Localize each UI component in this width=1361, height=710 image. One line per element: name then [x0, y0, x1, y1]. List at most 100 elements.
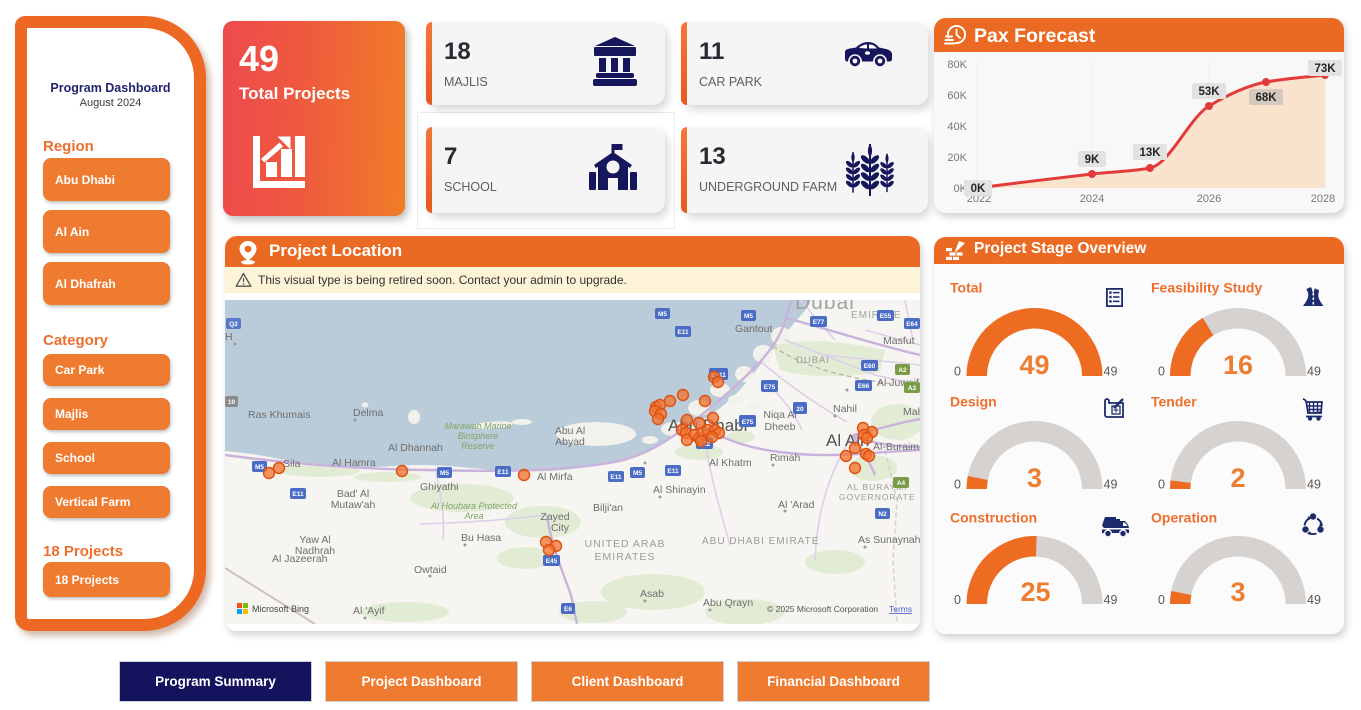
svg-text:M5: M5 [255, 464, 264, 471]
svg-text:GOVERNORATE: GOVERNORATE [839, 492, 916, 502]
svg-text:80K: 80K [947, 59, 967, 71]
svg-text:Gantout: Gantout [735, 323, 772, 335]
svg-text:Al Houbara Protected: Al Houbara Protected [430, 501, 518, 511]
svg-text:Yaw Al: Yaw Al [299, 534, 330, 546]
svg-text:A3: A3 [908, 385, 917, 392]
svg-text:0K: 0K [971, 183, 986, 195]
svg-text:Zayed: Zayed [540, 511, 569, 523]
svg-text:13K: 13K [1139, 147, 1161, 159]
svg-text:Ghiyathi: Ghiyathi [420, 481, 459, 493]
svg-text:E45: E45 [546, 558, 558, 565]
svg-text:73K: 73K [1314, 63, 1336, 75]
svg-text:49: 49 [1307, 478, 1321, 492]
svg-text:Al 'Arad: Al 'Arad [778, 499, 815, 511]
svg-text:49: 49 [1104, 593, 1118, 607]
svg-text:M5: M5 [633, 470, 642, 477]
svg-text:City: City [551, 522, 570, 534]
svg-text:Reserve: Reserve [461, 441, 495, 451]
svg-text:E64: E64 [906, 321, 918, 328]
svg-text:UNITED ARAB: UNITED ARAB [584, 538, 665, 550]
svg-text:EMIRATES: EMIRATES [595, 551, 656, 563]
svg-text:Niqa Al: Niqa Al [763, 409, 796, 421]
svg-text:As Sunaynah: As Sunaynah [858, 534, 920, 546]
svg-text:E11: E11 [610, 474, 622, 481]
svg-text:E6: E6 [564, 606, 572, 613]
svg-text:E75: E75 [742, 419, 754, 426]
svg-text:E75: E75 [764, 384, 776, 391]
svg-text:A2: A2 [898, 367, 907, 374]
svg-text:3: 3 [1027, 463, 1042, 493]
svg-text:20K: 20K [947, 152, 967, 164]
svg-text:2028: 2028 [1311, 193, 1335, 205]
svg-text:Feasibility Study: Feasibility Study [1151, 280, 1262, 296]
svg-text:Al Jazeerah: Al Jazeerah [272, 553, 328, 565]
svg-text:Delma: Delma [353, 407, 384, 419]
svg-text:Ras Khumais: Ras Khumais [248, 409, 310, 421]
svg-text:49: 49 [1307, 593, 1321, 607]
svg-text:Rimah: Rimah [770, 452, 801, 464]
svg-text:10: 10 [228, 399, 236, 406]
svg-text:Bu Hasa: Bu Hasa [461, 532, 501, 544]
svg-text:Abyad: Abyad [555, 436, 585, 448]
svg-text:Dheeb: Dheeb [765, 421, 796, 433]
svg-text:Microsoft Bing: Microsoft Bing [252, 604, 309, 614]
svg-text:E55: E55 [880, 313, 892, 320]
svg-text:25: 25 [1020, 577, 1050, 607]
svg-text:Abu Qrayn: Abu Qrayn [703, 597, 753, 609]
svg-text:Nahil: Nahil [833, 403, 857, 415]
svg-text:Construction: Construction [950, 510, 1037, 526]
svg-text:Bad' Al: Bad' Al [337, 488, 369, 500]
svg-text:0: 0 [1158, 365, 1165, 379]
svg-text:2024: 2024 [1080, 193, 1104, 205]
svg-text:Terms: Terms [889, 604, 912, 614]
svg-text:Total: Total [950, 280, 982, 296]
svg-text:Marawah Marine: Marawah Marine [444, 421, 511, 431]
svg-text:2026: 2026 [1197, 193, 1221, 205]
svg-text:Masfut: Masfut [883, 335, 915, 347]
svg-text:Area: Area [463, 511, 483, 521]
svg-text:Al Dhannah: Al Dhannah [388, 442, 443, 454]
svg-text:53K: 53K [1198, 86, 1220, 98]
svg-text:H: H [225, 331, 233, 343]
svg-text:N2: N2 [878, 511, 887, 518]
svg-text:E11: E11 [292, 491, 304, 498]
svg-text:Owtaid: Owtaid [414, 564, 447, 576]
svg-text:EMIRATE: EMIRATE [851, 310, 902, 321]
svg-text:0: 0 [954, 365, 961, 379]
svg-text:49: 49 [1104, 478, 1118, 492]
svg-text:Abu Al: Abu Al [555, 425, 585, 437]
svg-text:49: 49 [1307, 365, 1321, 379]
svg-text:A4: A4 [897, 480, 906, 487]
svg-text:AL BURAYMI: AL BURAYMI [847, 482, 908, 492]
svg-text:DUBAI: DUBAI [796, 355, 830, 366]
svg-text:Al 'Ayif: Al 'Ayif [353, 605, 385, 617]
svg-text:M5: M5 [440, 470, 449, 477]
svg-text:20: 20 [796, 406, 804, 413]
svg-text:0: 0 [1158, 478, 1165, 492]
svg-text:49: 49 [1104, 365, 1118, 379]
svg-text:Biosphere: Biosphere [458, 431, 499, 441]
svg-text:0: 0 [954, 478, 961, 492]
svg-text:2: 2 [1230, 463, 1245, 493]
svg-text:Q2: Q2 [229, 321, 238, 328]
svg-text:0: 0 [1158, 593, 1165, 607]
svg-text:Al Shinayin: Al Shinayin [653, 484, 706, 496]
svg-text:49: 49 [1019, 350, 1049, 380]
svg-text:40K: 40K [947, 121, 967, 133]
svg-text:Al Khatm: Al Khatm [709, 457, 752, 469]
svg-text:Dubai: Dubai [795, 300, 855, 314]
svg-text:Al-Buraim: Al-Buraim [873, 441, 919, 453]
svg-text:Tender: Tender [1151, 394, 1197, 410]
svg-text:Al Mirfa: Al Mirfa [537, 471, 573, 483]
svg-text:E11: E11 [667, 468, 679, 475]
svg-text:68K: 68K [1255, 92, 1277, 104]
svg-text:3: 3 [1230, 577, 1245, 607]
svg-text:Operation: Operation [1151, 510, 1217, 526]
svg-text:© 2025 Microsoft Corporation: © 2025 Microsoft Corporation [767, 604, 878, 614]
svg-text:E11: E11 [677, 329, 689, 336]
svg-text:E60: E60 [864, 363, 876, 370]
svg-text:E77: E77 [813, 319, 825, 326]
svg-text:ABU DHABI EMIRATE: ABU DHABI EMIRATE [702, 536, 819, 547]
svg-text:Nadhrah: Nadhrah [295, 545, 335, 557]
svg-text:0: 0 [954, 593, 961, 607]
